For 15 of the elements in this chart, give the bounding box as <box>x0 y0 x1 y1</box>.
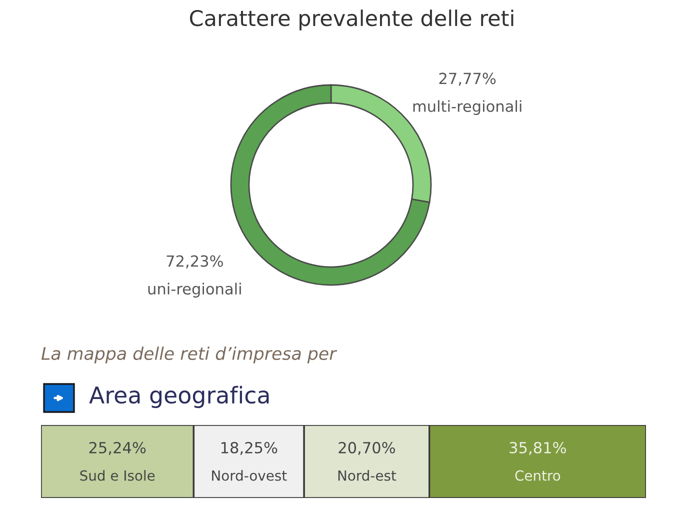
series-label: Nord-ovest <box>212 470 287 481</box>
series-label: Nord-est <box>338 470 396 481</box>
series-label: Sud e Isole <box>80 470 155 481</box>
data-label: 18,25% <box>221 442 278 455</box>
series-label: Centro <box>515 470 560 481</box>
chart-title: Carattere prevalente delle reti <box>190 10 514 30</box>
chart-title: Area geografica <box>89 386 269 408</box>
chart-subtitle: La mappa delle reti d’impresa per <box>41 346 338 364</box>
data-label: 72,23% <box>166 255 223 268</box>
slice-label: uni-regionali <box>148 282 241 298</box>
slice-label: multi-regionali <box>413 100 522 115</box>
data-label: 25,24% <box>89 442 146 455</box>
data-label: 27,77% <box>439 72 496 86</box>
data-label: 20,70% <box>338 442 396 455</box>
data-label: 35,81% <box>510 442 566 455</box>
